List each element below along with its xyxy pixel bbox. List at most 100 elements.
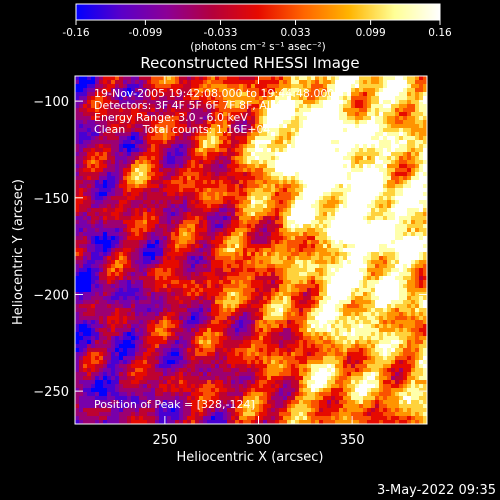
heatmap-cell <box>135 300 140 305</box>
heatmap-cell <box>75 176 80 181</box>
heatmap-cell <box>79 244 84 249</box>
heatmap-cell <box>391 292 396 297</box>
heatmap-cell <box>187 112 192 117</box>
heatmap-cell <box>103 124 108 129</box>
heatmap-cell <box>175 284 180 289</box>
heatmap-cell <box>415 180 420 185</box>
heatmap-cell <box>303 76 308 81</box>
heatmap-cell <box>327 280 332 285</box>
heatmap-cell <box>167 76 172 81</box>
heatmap-cell <box>291 200 296 205</box>
heatmap-cell <box>247 220 252 225</box>
heatmap-cell <box>251 260 256 265</box>
heatmap-cell <box>179 268 184 273</box>
heatmap-cell <box>147 280 152 285</box>
heatmap-cell <box>263 272 268 277</box>
heatmap-cell <box>315 228 320 233</box>
heatmap-cell <box>383 156 388 161</box>
heatmap-cell <box>379 160 384 165</box>
heatmap-cell <box>87 296 92 301</box>
heatmap-cell <box>151 132 156 137</box>
heatmap-cell <box>203 236 208 241</box>
heatmap-cell <box>267 240 272 245</box>
heatmap-cell <box>155 252 160 257</box>
heatmap-cell <box>319 144 324 149</box>
heatmap-cell <box>187 264 192 269</box>
heatmap-cell <box>323 256 328 261</box>
heatmap-cell <box>371 200 376 205</box>
heatmap-cell <box>107 124 112 129</box>
heatmap-cell <box>219 292 224 297</box>
heatmap-cell <box>167 100 172 105</box>
heatmap-cell <box>75 80 80 85</box>
heatmap-cell <box>407 196 412 201</box>
heatmap-cell <box>103 200 108 205</box>
heatmap-cell <box>227 208 232 213</box>
heatmap-cell <box>103 216 108 221</box>
heatmap-cell <box>403 152 408 157</box>
heatmap-cell <box>235 248 240 253</box>
heatmap-cell <box>371 188 376 193</box>
heatmap-cell <box>111 220 116 225</box>
heatmap-cell <box>347 164 352 169</box>
heatmap-cell <box>111 300 116 305</box>
heatmap-cell <box>331 284 336 289</box>
heatmap-cell <box>287 76 292 81</box>
heatmap-cell <box>255 192 260 197</box>
heatmap-cell <box>259 264 264 269</box>
heatmap-cell <box>371 256 376 261</box>
heatmap-cell <box>135 176 140 181</box>
heatmap-cell <box>115 228 120 233</box>
heatmap-cell <box>115 248 120 253</box>
heatmap-cell <box>75 132 80 137</box>
heatmap-cell <box>423 208 427 213</box>
heatmap-cell <box>411 148 416 153</box>
heatmap-cell <box>167 152 172 157</box>
heatmap-cell <box>403 148 408 153</box>
heatmap-cell <box>423 104 427 109</box>
heatmap-cell <box>119 296 124 301</box>
heatmap-cell <box>179 132 184 137</box>
heatmap-cell <box>291 104 296 109</box>
heatmap-cell <box>183 100 188 105</box>
heatmap-cell <box>123 88 128 93</box>
heatmap-cell <box>191 180 196 185</box>
heatmap-cell <box>163 280 168 285</box>
heatmap-cell <box>227 116 232 121</box>
heatmap-cell <box>179 108 184 113</box>
heatmap-cell <box>379 168 384 173</box>
heatmap-cell <box>347 272 352 277</box>
heatmap-cell <box>287 176 292 181</box>
heatmap-cell <box>103 176 108 181</box>
heatmap-cell <box>123 168 128 173</box>
heatmap-cell <box>275 92 280 97</box>
heatmap-cell <box>151 280 156 285</box>
heatmap-cell <box>291 76 296 81</box>
heatmap-cell <box>203 116 208 121</box>
heatmap-cell <box>371 232 376 237</box>
heatmap-cell <box>383 232 388 237</box>
heatmap-cell <box>363 296 368 301</box>
heatmap-cell <box>343 176 348 181</box>
heatmap-cell <box>379 252 384 257</box>
heatmap-cell <box>383 264 388 269</box>
heatmap-cell <box>155 236 160 241</box>
heatmap-cell <box>339 108 344 113</box>
heatmap-cell <box>191 220 196 225</box>
heatmap-cell <box>359 296 364 301</box>
heatmap-cell <box>255 144 260 149</box>
heatmap-cell <box>115 288 120 293</box>
heatmap-cell <box>271 220 276 225</box>
heatmap-cell <box>199 224 204 229</box>
heatmap-cell <box>167 296 172 301</box>
heatmap-cell <box>175 172 180 177</box>
heatmap-cell <box>311 240 316 245</box>
heatmap-cell <box>395 220 400 225</box>
heatmap-cell <box>131 216 136 221</box>
heatmap-cell <box>363 168 368 173</box>
heatmap-cell <box>131 88 136 93</box>
heatmap-cell <box>163 284 168 289</box>
heatmap-cell <box>363 144 368 149</box>
heatmap-cell <box>275 260 280 265</box>
